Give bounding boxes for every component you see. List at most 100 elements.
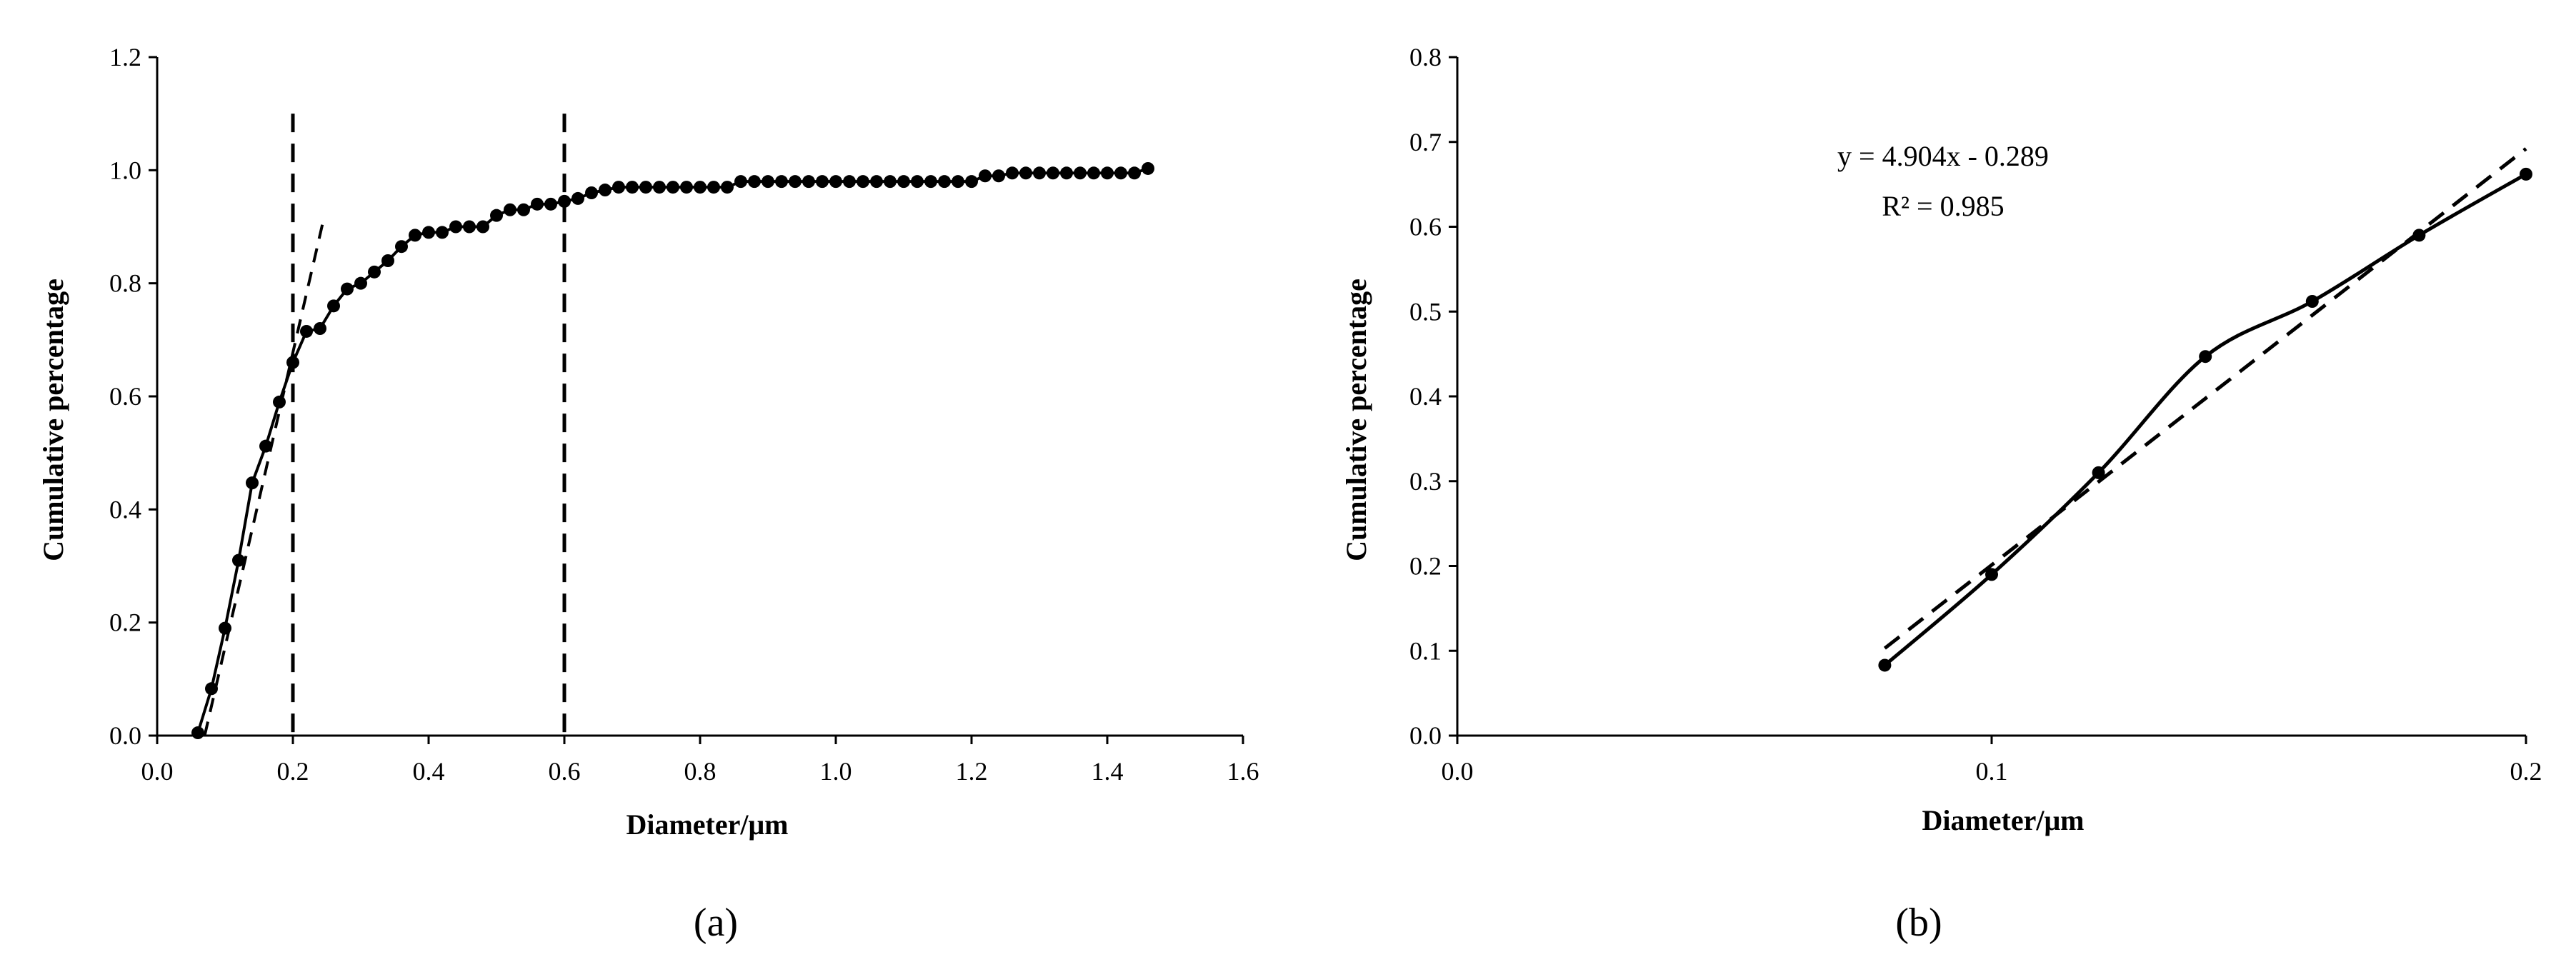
panel-b-x-tick-label: 0.1: [1976, 757, 2008, 786]
panel-a-data-point: [680, 181, 693, 194]
panel-b-x-tick-label: 0.2: [2510, 757, 2542, 786]
panel-a-data-point: [884, 175, 897, 189]
panel-b-trendline: [1883, 147, 2527, 650]
panel-a-data-point: [911, 175, 924, 189]
panel-b-x-tick-labels: 0.0 0.1 0.2: [1442, 757, 2542, 786]
panel-a-data-point: [653, 181, 666, 194]
panel-a-y-tick-labels: 0.0 0.2 0.4 0.6 0.8 1.0 1.2: [109, 43, 141, 750]
panel-a-data-point: [504, 203, 516, 216]
panel-a-data-point: [1087, 166, 1100, 180]
panel-a-data-point: [992, 169, 1005, 183]
panel-a-data-point: [232, 553, 245, 567]
panel-a-x-tick-label: 0.4: [413, 757, 445, 786]
panel-a-data-point: [707, 181, 720, 194]
panel-a-data-point: [1114, 166, 1127, 180]
panel-b-y-tick-label: 0.7: [1409, 128, 1442, 156]
panel-a-data-point: [476, 220, 489, 234]
panel-a-data-point: [273, 395, 286, 409]
panel-a-data-point: [816, 175, 829, 189]
panel-a-data-point: [762, 175, 774, 189]
panel-a-data-point: [667, 181, 679, 194]
panel-a-label: (a): [694, 901, 738, 945]
panel-b-y-tick-label: 0.6: [1409, 213, 1442, 241]
panel-b-y-tick-label: 0.4: [1409, 382, 1442, 411]
panel-a-data-point: [395, 240, 408, 254]
panel-a-data-point: [924, 175, 937, 189]
panel-a-x-tick-label: 1.4: [1092, 757, 1124, 786]
panel-a-data-point: [1142, 161, 1154, 175]
panel-a-data-point: [517, 203, 530, 216]
panel-a-data-point: [789, 175, 802, 189]
panel-a-data-point: [857, 175, 869, 189]
panel-b-y-tick-label: 0.2: [1409, 552, 1442, 581]
panel-b-y-tick-label: 0.0: [1409, 721, 1442, 750]
panel-a-data-point: [219, 621, 231, 635]
panel-a-data-point: [626, 181, 639, 194]
panel-b-y-tick-label: 0.3: [1409, 467, 1442, 496]
panel-a-data-point: [979, 169, 992, 183]
panel-a-data-point: [286, 356, 299, 369]
panel-a-data-point: [422, 226, 435, 239]
panel-b-series: [1878, 147, 2532, 672]
panel-a-data-point: [748, 175, 761, 189]
panel-a-data-point: [544, 197, 557, 211]
panel-a-y-tick-label: 1.0: [109, 156, 141, 184]
panel-a-data-point: [897, 175, 910, 189]
panel-b-y-tick-label: 0.1: [1409, 636, 1442, 665]
panel-b-data-point: [2092, 466, 2105, 479]
panel-b-x-axis-title: Diameter/μm: [1922, 804, 2084, 836]
panel-b-y-axis-title: Cumulative percentage: [1340, 279, 1372, 561]
panel-a-x-tick-label: 0.8: [684, 757, 717, 786]
panel-b-data-point: [2520, 167, 2532, 181]
panel-a-reference-lines: [291, 114, 566, 736]
panel-b-axes: [1449, 56, 2527, 744]
panel-a-y-tick-label: 0.6: [109, 382, 141, 411]
panel-a-data-point: [1101, 166, 1114, 180]
panel-a-data-point: [829, 175, 842, 189]
panel-b-y-tick-labels: 0.0 0.1 0.2 0.3 0.4 0.5 0.6 0.7 0.8: [1409, 43, 1442, 750]
panel-a-x-tick-labels: 0.0 0.2 0.4 0.6 0.8 1.0 1.2 1.4 1.6: [141, 757, 1259, 786]
panel-a-data-point: [965, 175, 978, 189]
panel-a-x-tick-label: 1.2: [956, 757, 988, 786]
panel-a-data-point: [327, 299, 340, 313]
panel-b-y-tick-label: 0.8: [1409, 43, 1442, 71]
panel-b-y-tick-label: 0.5: [1409, 297, 1442, 326]
panel-a-data-point: [490, 209, 503, 222]
panel-a-x-tick-label: 0.2: [277, 757, 309, 786]
panel-a-data-point: [409, 229, 421, 242]
panel-a-data-point: [368, 265, 381, 279]
panel-a-data-point: [612, 181, 625, 194]
panel-a-data-point: [246, 476, 259, 490]
panel-b-data-point: [2305, 295, 2319, 308]
panel-a-data-point: [1060, 166, 1073, 180]
panel-a-series: [191, 161, 1154, 740]
panel-a-fit-line: [203, 219, 325, 736]
panel-a-x-tick-label: 1.6: [1227, 757, 1259, 786]
panel-a-y-tick-label: 0.0: [109, 721, 141, 750]
panel-a-data-point: [639, 181, 652, 194]
panel-a-data-point: [1074, 166, 1087, 180]
panel-a-data-point: [436, 226, 449, 239]
panel-a-series-line: [196, 167, 1149, 733]
panel-a-y-tick-label: 0.8: [109, 269, 141, 298]
panel-a-data-point: [259, 439, 272, 453]
panel-b-data-point: [1878, 658, 1892, 672]
panel-b-label: (b): [1895, 901, 1942, 945]
panel-a-data-point: [1006, 166, 1019, 180]
panel-b-series-line: [1883, 172, 2527, 667]
panel-a-x-axis-title: Diameter/μm: [626, 808, 788, 841]
panel-a-axes: [149, 56, 1244, 744]
panel-a-data-point: [314, 322, 326, 335]
panel-a-data-point: [354, 276, 367, 290]
panel-a-data-point: [938, 175, 951, 189]
panel-a-data-point: [381, 254, 394, 267]
panel-a-data-point: [1033, 166, 1046, 180]
panel-a-data-point: [1047, 166, 1059, 180]
panel-a-data-point: [531, 197, 544, 211]
panel-b: 0.0 0.1 0.2 0.0 0.1 0.2 0.3 0.4 0.5 0.6 0.7 0.8 y …: [1340, 43, 2542, 945]
panel-a-data-point: [205, 682, 218, 696]
panel-a-y-tick-label: 1.2: [109, 43, 141, 71]
panel-a: 0.0 0.2 0.4 0.6 0.8 1.0 1.2 1.4 1.6 0.0 0.2 0.4 0.6…: [37, 43, 1259, 945]
